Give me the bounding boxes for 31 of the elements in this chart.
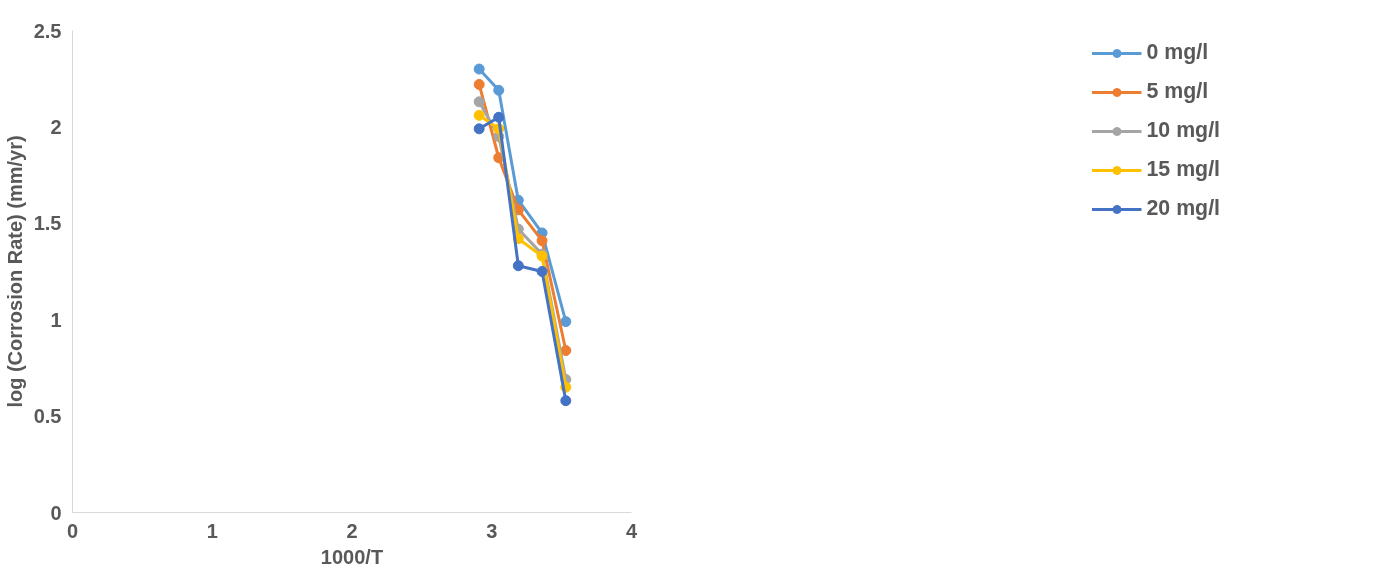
y-tick-label: 1.5 — [33, 212, 62, 235]
legend-label: 0 mg/l — [1146, 40, 1209, 65]
legend-label: 20 mg/l — [1146, 196, 1220, 221]
point — [473, 96, 485, 108]
y-tick-label: 2 — [50, 115, 62, 138]
point — [560, 395, 572, 407]
x-tick-label: 3 — [486, 519, 498, 542]
y-tick-label: 2.5 — [33, 19, 62, 42]
point — [560, 345, 572, 357]
point — [536, 235, 548, 247]
x-tick-label: 1 — [206, 519, 218, 542]
point — [512, 260, 524, 272]
legend-label: 10 mg/l — [1146, 118, 1220, 143]
y-tick-label: 0 — [50, 501, 62, 524]
point — [493, 84, 505, 96]
point — [473, 109, 485, 121]
point — [560, 316, 572, 328]
point — [493, 111, 505, 123]
x-tick-label: 4 — [625, 519, 638, 542]
y-axis-title: log (Corrosion Rate) (mm/yr) — [3, 135, 26, 408]
point — [473, 123, 485, 135]
point — [473, 63, 485, 75]
point — [473, 78, 485, 90]
x-axis-title: 1000/T — [320, 545, 384, 568]
x-tick-label: 2 — [346, 519, 358, 542]
legend-label: 15 mg/l — [1146, 157, 1220, 182]
x-tick-label: 0 — [66, 519, 79, 542]
y-tick-label: 0.5 — [33, 405, 62, 428]
point — [536, 266, 548, 277]
legend-label: 5 mg/l — [1146, 79, 1209, 104]
y-tick-label: 1 — [50, 308, 62, 331]
